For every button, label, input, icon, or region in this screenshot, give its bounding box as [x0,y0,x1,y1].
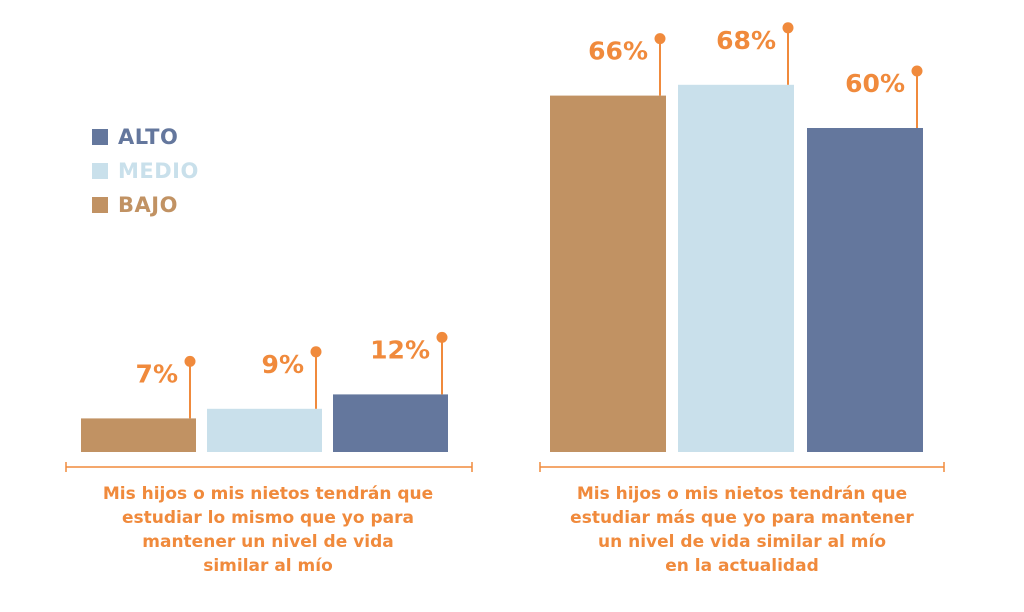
category-label-line: en la actualidad [665,556,819,576]
category-label-line: mantener un nivel de vida [142,532,394,552]
callout-dot [184,355,196,367]
callout-dot [436,331,448,343]
data-label: 66% [588,37,648,66]
category-label-line: similar al mío [203,556,333,576]
legend-swatch-alto [92,129,108,145]
data-label: 68% [716,26,776,55]
category-label-line: Mis hijos o mis nietos tendrán que [102,484,434,504]
bar [807,128,923,452]
data-label: 60% [845,69,905,98]
bar [678,84,794,453]
category-label-line: estudiar lo mismo que yo para [122,508,414,528]
bar [81,418,196,452]
legend-item-alto: ALTO [92,120,199,154]
legend-label-bajo: BAJO [118,193,178,217]
callout-dot [654,33,666,45]
legend-label-medio: MEDIO [118,159,199,183]
category-label-line: Mis hijos o mis nietos tendrán que [576,484,908,504]
category-label-line: un nivel de vida similar al mío [597,532,887,552]
data-label: 9% [262,350,304,379]
legend-label-alto: ALTO [118,125,179,149]
category-label-2: Mis hijos o mis nietos tendrán que estud… [532,482,952,578]
legend-swatch-medio [92,163,108,179]
callout-dot [310,346,322,358]
legend-item-medio: MEDIO [92,154,199,188]
legend-item-bajo: BAJO [92,188,199,222]
callout-dot [782,22,794,34]
bar [207,408,322,452]
data-label: 12% [370,335,430,364]
legend: ALTO MEDIO BAJO [92,120,199,222]
bar [333,394,448,452]
callout-dot [911,65,923,77]
category-label-line: estudiar más que yo para mantener [570,508,914,528]
category-label-1: Mis hijos o mis nietos tendrán que estud… [58,482,478,578]
data-label: 7% [136,359,178,388]
legend-swatch-bajo [92,197,108,213]
bar [550,95,666,452]
